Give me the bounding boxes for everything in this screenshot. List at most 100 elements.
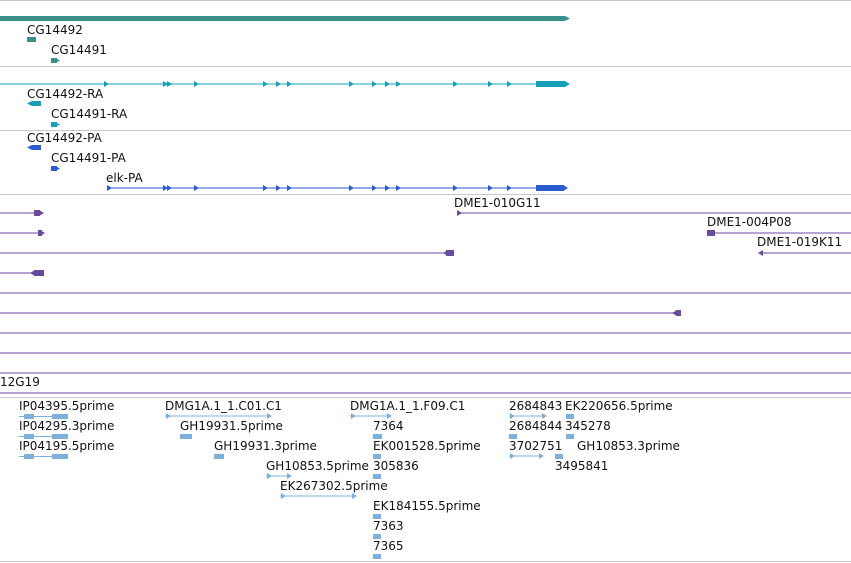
cds-exon[interactable] (163, 185, 168, 191)
cds-label[interactable]: CG14491-PA (51, 151, 126, 165)
clone-end[interactable] (34, 270, 44, 276)
transcript-exon[interactable] (263, 81, 268, 87)
clone-label[interactable]: DME1-004P08 (707, 215, 792, 229)
cds-label[interactable]: elk-PA (106, 171, 143, 185)
transcript-exon[interactable] (51, 122, 57, 127)
est-block[interactable] (373, 534, 381, 539)
est-block[interactable] (373, 554, 381, 559)
transcript-label[interactable]: CG14492-RA (27, 87, 104, 101)
est-arrow[interactable] (510, 413, 515, 419)
transcript-arrow[interactable] (565, 81, 570, 87)
clone-arrow[interactable] (30, 270, 35, 276)
est-arrow[interactable] (166, 413, 171, 419)
transcript-exon[interactable] (536, 81, 565, 87)
transcript-exon[interactable] (385, 81, 390, 87)
clone-arrow[interactable] (457, 210, 462, 216)
clone-arrow[interactable] (39, 210, 44, 216)
clone-label[interactable]: DME1-019K11 (757, 235, 843, 249)
cds-exon[interactable] (396, 185, 401, 191)
est-label[interactable]: DMG1A.1_1.C01.C1 (165, 399, 282, 413)
est-arrow[interactable] (510, 453, 515, 459)
est-arrow[interactable] (542, 413, 547, 419)
transcript-label[interactable]: CG14491-RA (51, 107, 128, 121)
cds-exon[interactable] (107, 185, 112, 191)
est-label[interactable]: 3702751 (509, 439, 563, 453)
gene-feature[interactable] (51, 58, 57, 63)
cds-exon[interactable] (276, 185, 281, 191)
clone-label[interactable]: DME1-010G11 (454, 196, 541, 210)
est-label[interactable]: EK001528.5prime (373, 439, 481, 453)
est-label[interactable]: GH19931.5prime (180, 419, 283, 433)
est-block[interactable] (566, 414, 574, 419)
cds-exon[interactable] (385, 185, 390, 191)
est-label[interactable]: 7364 (373, 419, 404, 433)
est-block[interactable] (373, 474, 381, 479)
est-arrow[interactable] (352, 493, 357, 499)
cds-exon[interactable] (194, 185, 199, 191)
est-block[interactable] (509, 434, 517, 439)
transcript-exon[interactable] (507, 81, 512, 87)
est-label[interactable]: EK184155.5prime (373, 499, 481, 513)
cds-exon[interactable] (507, 185, 512, 191)
cds-exon[interactable] (536, 185, 564, 191)
transcript-exon[interactable] (453, 81, 458, 87)
transcript-exon[interactable] (104, 81, 109, 87)
est-label[interactable]: GH19931.3prime (214, 439, 317, 453)
cds-exon[interactable] (287, 185, 292, 191)
gene-feature-arrow[interactable] (27, 37, 32, 42)
est-arrow[interactable] (267, 473, 272, 479)
clone-end[interactable] (446, 250, 454, 256)
est-label[interactable]: EK267302.5prime (280, 479, 388, 493)
cds-arrow[interactable] (563, 185, 568, 191)
est-arrow[interactable] (387, 413, 392, 419)
transcript-exon[interactable] (32, 101, 41, 106)
est-label[interactable]: 7363 (373, 519, 404, 533)
gene-feature-arrow[interactable] (565, 16, 570, 21)
clone-arrow[interactable] (672, 310, 677, 316)
est-label[interactable]: 345278 (565, 419, 611, 433)
gene-label[interactable]: CG14492 (27, 23, 83, 37)
est-block[interactable] (566, 434, 574, 439)
clone-end[interactable] (707, 230, 715, 236)
est-label[interactable]: 3495841 (555, 459, 609, 473)
est-block[interactable] (373, 434, 382, 439)
cds-arrow[interactable] (55, 166, 60, 171)
transcript-exon[interactable] (194, 81, 199, 87)
clone-arrow[interactable] (443, 250, 448, 256)
est-label[interactable]: 2684844 (509, 419, 563, 433)
gene-feature[interactable] (0, 16, 565, 21)
cds-arrow[interactable] (27, 145, 32, 150)
gene-label[interactable]: CG14491 (51, 43, 107, 57)
clone-arrow[interactable] (758, 250, 763, 256)
est-label[interactable]: IP04395.5prime (19, 399, 115, 413)
est-label[interactable]: GH10853.5prime (266, 459, 369, 473)
clone-end[interactable] (34, 210, 40, 216)
est-label[interactable]: IP04295.3prime (19, 419, 115, 433)
transcript-arrow[interactable] (27, 101, 32, 106)
est-block[interactable] (214, 454, 224, 459)
clone-arrow[interactable] (40, 230, 45, 236)
cds-exon[interactable] (167, 185, 172, 191)
est-label[interactable]: 2684843 (509, 399, 563, 413)
transcript-exon[interactable] (396, 81, 401, 87)
clone-label[interactable]: 12G19 (0, 375, 40, 389)
est-label[interactable]: EK220656.5prime (565, 399, 673, 413)
est-arrow[interactable] (267, 413, 272, 419)
transcript-exon[interactable] (349, 81, 354, 87)
cds-exon[interactable] (263, 185, 268, 191)
cds-exon[interactable] (349, 185, 354, 191)
est-block[interactable] (555, 454, 563, 459)
cds-exon[interactable] (32, 145, 41, 150)
est-block[interactable] (180, 434, 192, 439)
transcript-exon[interactable] (372, 81, 377, 87)
clone-end[interactable] (676, 310, 681, 316)
cds-exon[interactable] (453, 185, 458, 191)
est-block[interactable] (373, 454, 381, 459)
est-arrow[interactable] (287, 473, 292, 479)
transcript-arrow[interactable] (55, 122, 60, 127)
transcript-exon[interactable] (276, 81, 281, 87)
transcript-exon[interactable] (167, 81, 172, 87)
est-block[interactable] (373, 514, 381, 519)
transcript-exon[interactable] (163, 81, 168, 87)
est-label[interactable]: GH10853.3prime (577, 439, 680, 453)
